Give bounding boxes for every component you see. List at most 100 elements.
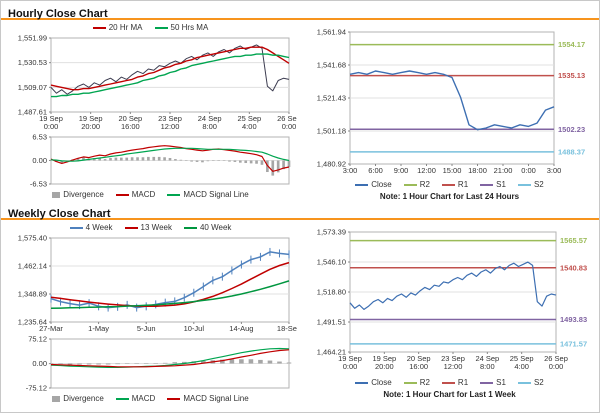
svg-text:24 Sep: 24 Sep [475,354,499,363]
legend-label: Divergence [63,190,104,199]
legend-swatch-icon [167,193,181,196]
legend-swatch-icon [355,183,369,186]
svg-text:1554.17: 1554.17 [558,40,585,49]
legend-swatch-icon [517,381,531,384]
svg-text:19 Sep: 19 Sep [372,354,396,363]
svg-text:26 Sep: 26 Sep [277,114,297,123]
svg-text:26 Sep: 26 Sep [544,354,568,363]
legend-label: Close [371,180,392,189]
svg-text:5-Jun: 5-Jun [136,324,155,333]
svg-text:1-May: 1-May [88,324,109,333]
legend-item-macd: MACD [115,394,156,403]
legend-label: MACD [131,190,156,199]
svg-text:4:00: 4:00 [242,122,257,131]
svg-text:1493.83: 1493.83 [560,315,587,324]
legend-item-s2: S2 [517,378,544,387]
svg-text:0.00: 0.00 [32,359,47,368]
legend-item-divergence: Divergence [52,394,104,403]
svg-text:1,487.61: 1,487.61 [17,108,46,117]
hourly-section: Hourly Close Chart 20 Hr MA 50 Hrs MA 1,5… [1,1,599,201]
svg-text:0.00: 0.00 [32,156,47,165]
svg-text:8:00: 8:00 [202,122,217,131]
legend-item-macd-signal-line: MACD Signal Line [167,190,249,199]
legend-item-r2: R2 [403,180,430,189]
svg-text:27-Mar: 27-Mar [39,324,63,333]
weekly-macd-legend: Divergence MACD MACD Signal Line [52,392,249,405]
svg-text:1,235.64: 1,235.64 [17,318,46,327]
svg-text:1488.37: 1488.37 [558,147,585,156]
hourly-section-body: 20 Hr MA 50 Hrs MA 1,551.99 1,530.53 1,509.… [1,20,599,201]
legend-item-50-hrs-ma: 50 Hrs MA [154,23,209,32]
legend-label: R2 [419,180,430,189]
svg-text:1565.57: 1565.57 [560,236,587,245]
legend-item-r2: R2 [403,378,430,387]
svg-text:25 Sep: 25 Sep [509,354,533,363]
legend-label: MACD [131,394,156,403]
legend-item-40-week: 40 Week [183,223,232,232]
svg-text:1,501.18: 1,501.18 [316,126,345,135]
svg-text:16:00: 16:00 [409,362,428,371]
svg-text:20:00: 20:00 [81,122,100,131]
week-pivot-legend: Close R2 R1 S1 S2 [355,376,544,389]
svg-text:-6.53: -6.53 [29,180,46,189]
week-chart-note: Note: 1 Hour Chart for Last 1 Week [383,390,516,399]
legend-label: S2 [533,378,544,387]
weekly-macd-chart: 75.12 0.00 -75.12 [25,336,291,392]
svg-text:1535.13: 1535.13 [558,71,585,80]
legend-label: S1 [496,180,506,189]
svg-text:9:00: 9:00 [393,166,408,175]
svg-text:16:00: 16:00 [120,122,139,131]
svg-text:0:00: 0:00 [521,166,536,175]
legend-label: S2 [533,180,544,189]
svg-text:23 Sep: 23 Sep [158,114,182,123]
weekly-section-header: Weekly Close Chart [1,201,599,220]
legend-item-macd: MACD [115,190,156,199]
svg-text:0:00: 0:00 [281,122,296,131]
svg-text:19 Sep: 19 Sep [338,354,362,363]
legend-swatch-icon [115,193,129,196]
day-pivot-legend: Close R2 R1 S1 S2 [355,178,544,191]
legend-swatch-icon [517,183,531,186]
hourly-macd-legend: Divergence MACD MACD Signal Line [52,188,249,201]
legend-label: S1 [496,378,506,387]
svg-text:20 Sep: 20 Sep [118,114,142,123]
legend-swatch-icon [183,226,197,229]
legend-label: 50 Hrs MA [170,23,209,32]
legend-swatch-icon [355,381,369,384]
svg-text:75.12: 75.12 [28,336,47,344]
svg-text:1,464.21: 1,464.21 [316,348,345,357]
svg-text:3:00: 3:00 [342,166,357,175]
svg-text:19 Sep: 19 Sep [39,114,63,123]
weekly-left-column: 4 Week 13 Week 40 Week 1,575.40 1,462.14 1,3… [1,220,300,405]
svg-text:1,573.39: 1,573.39 [316,228,345,237]
svg-text:1,541.68: 1,541.68 [316,61,345,70]
svg-text:14-Aug: 14-Aug [229,324,253,333]
legend-swatch-icon [480,183,494,186]
legend-swatch-icon [115,397,129,400]
legend-swatch-icon [92,26,106,29]
svg-text:3:00: 3:00 [546,166,561,175]
legend-item-r1: R1 [441,378,468,387]
svg-text:0:00: 0:00 [43,122,58,131]
legend-swatch-icon [480,381,494,384]
legend-item-s1: S1 [480,378,506,387]
svg-text:20 Sep: 20 Sep [406,354,430,363]
legend-item-4-week: 4 Week [69,223,113,232]
svg-text:15:00: 15:00 [442,166,461,175]
hourly-right-column: 1,561.94 1,541.68 1,521.43 1,501.18 1,480.92… [300,20,599,202]
weekly-section-title: Weekly Close Chart [8,208,111,220]
svg-text:1,551.99: 1,551.99 [17,34,46,43]
legend-swatch-icon [441,183,455,186]
svg-text:21:00: 21:00 [493,166,512,175]
svg-text:1,561.94: 1,561.94 [316,28,345,37]
svg-text:12:00: 12:00 [417,166,436,175]
legend-label: R1 [457,180,469,189]
legend-label: 40 Week [199,223,232,232]
hourly-section-title: Hourly Close Chart [8,8,108,20]
legend-swatch-icon [69,226,83,229]
legend-label: MACD Signal Line [183,190,249,199]
svg-text:1,521.43: 1,521.43 [316,94,345,103]
svg-text:20:00: 20:00 [374,362,393,371]
